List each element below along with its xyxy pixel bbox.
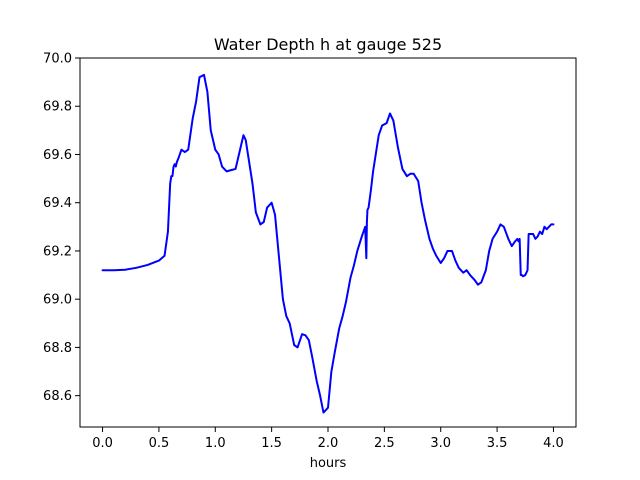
y-tick-label: 69.2 <box>43 244 72 259</box>
x-tick-label: 2.0 <box>318 436 339 451</box>
x-axis-label: hours <box>310 456 347 471</box>
x-tick-label: 4.0 <box>543 436 564 451</box>
x-tick-label: 3.5 <box>487 436 508 451</box>
y-tick-label: 69.8 <box>43 100 72 115</box>
y-tick-label: 68.6 <box>43 389 72 404</box>
y-tick-label: 69.0 <box>43 293 72 308</box>
y-tick-label: 69.4 <box>43 196 72 211</box>
x-tick-label: 1.0 <box>205 436 226 451</box>
x-axis-ticks: 0.0 0.5 1.0 1.5 2.0 2.5 3.0 3.5 4.0 <box>92 427 564 451</box>
y-tick-label: 69.6 <box>43 148 72 163</box>
x-tick-label: 0.0 <box>92 436 113 451</box>
y-axis-ticks: 68.6 68.8 69.0 69.2 69.4 69.6 69.8 70.0 <box>43 52 80 404</box>
plot-frame <box>79 57 577 428</box>
y-tick-label: 70.0 <box>43 52 72 67</box>
x-tick-label: 1.5 <box>261 436 282 451</box>
x-tick-label: 3.0 <box>430 436 451 451</box>
water-depth-series-line <box>101 73 555 414</box>
chart-title: Water Depth h at gauge 525 <box>214 35 442 54</box>
x-tick-label: 2.5 <box>374 436 395 451</box>
y-tick-label: 68.8 <box>43 341 72 356</box>
x-tick-label: 0.5 <box>149 436 170 451</box>
